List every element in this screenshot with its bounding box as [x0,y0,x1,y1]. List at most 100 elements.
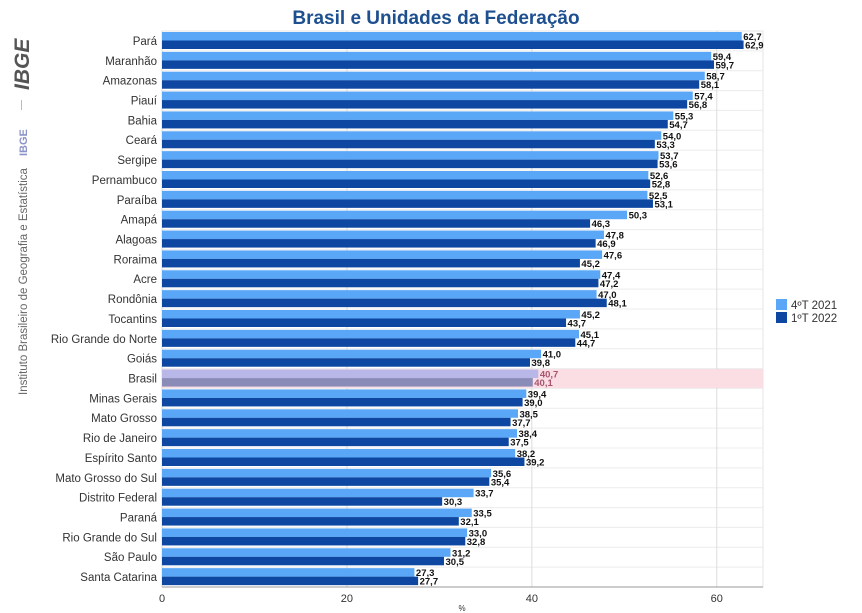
bar [162,437,509,447]
bar [162,298,607,308]
data-label: 47,0 [598,290,617,301]
category-label: Espírito Santo [85,453,157,465]
bar [162,199,653,208]
bar [162,290,597,299]
data-label: 45,2 [581,310,600,321]
data-label: 33,7 [475,489,494,500]
data-label: 43,7 [568,319,587,330]
data-label: 31,2 [452,548,471,559]
category-label: Paraná [120,513,158,525]
data-label: 45,2 [581,259,600,270]
data-label: 52,8 [652,180,671,191]
data-label: 37,5 [510,438,529,449]
data-label: 52,6 [650,171,669,182]
bar [162,119,668,129]
category-label: Mato Grosso do Sul [55,473,157,485]
data-label: 47,2 [600,279,619,290]
legend-swatch [776,299,787,310]
bar [162,397,523,407]
bar [162,417,511,427]
data-label: 54,7 [669,120,688,131]
bars: 62,762,9 59,459,758,758,157,456,855,354,7… [162,32,764,588]
data-label: 54,0 [663,131,682,142]
category-label: Ceará [126,135,158,147]
chart-title: Brasil e Unidades da Federação [292,8,579,29]
bar [162,179,651,188]
bar [162,230,604,240]
institution-text: Instituto Brasileiro de Geografia e Esta… [18,167,30,395]
data-label: 35,6 [493,469,512,480]
data-label: 59,7 [715,60,734,71]
data-label: 45,1 [581,330,600,341]
category-labels: Pará Maranhão Amazonas Piauí Bahia Ceará Sergi… [51,36,158,584]
bar [162,429,518,438]
bar [162,389,527,398]
data-label: 47,8 [605,231,624,242]
bar [162,210,628,220]
category-label: Brasil [128,374,157,386]
data-label: 44,7 [577,338,596,349]
data-label: 62,9 [745,41,764,52]
data-label: 27,7 [420,577,439,588]
data-label: 40,7 [540,370,559,381]
bar [162,517,459,526]
ibge-logo-text: IBGE [11,38,34,90]
bar [162,219,591,228]
bar [162,171,649,180]
category-label: Tocantins [108,314,157,326]
bar [162,40,744,49]
category-label: Maranhão [105,56,157,68]
category-label: Pernambuco [92,175,157,187]
legend-label: 4ºT 2021 [791,300,837,312]
x-tick-label: 60 [711,593,723,605]
bar [162,568,415,577]
category-label: Acre [133,274,157,286]
bar [162,497,443,506]
x-tick-label: 20 [341,593,353,605]
category-label: Rio de Janeiro [83,433,157,445]
bar [162,457,525,466]
bar [162,576,419,586]
bar [162,139,655,149]
chart-grid [161,30,764,588]
category-label: Goiás [127,354,157,366]
data-label: 38,2 [517,449,536,460]
category-label: Santa Catarina [80,572,157,584]
bar [162,310,580,319]
category-label: Amazonas [103,76,158,88]
data-label: 47,4 [602,270,621,281]
bar [162,60,714,69]
data-label: 32,8 [467,537,486,548]
bar [162,468,492,478]
data-label: 30,5 [446,557,465,568]
category-label: Sergipe [117,155,157,167]
bar [162,51,712,61]
bar [162,258,580,268]
data-label: 58,1 [701,80,720,91]
bar [162,449,516,458]
bar [162,100,688,109]
legend-label: 1ºT 2022 [791,313,837,325]
bar [162,111,674,120]
sidebar-divider [21,100,22,110]
bar [162,349,542,359]
data-label: 41,0 [543,350,562,361]
bar [162,338,576,347]
ibge-short-name: IBGE [18,129,30,156]
data-label: 55,3 [675,111,694,122]
category-label: Mato Grosso [91,413,157,425]
data-label: 53,3 [656,140,675,151]
data-label: 46,3 [592,219,611,230]
bar [162,159,658,169]
data-label: 53,1 [654,199,673,210]
data-label: 62,7 [743,32,762,43]
bar [162,318,567,327]
bar [162,378,533,387]
x-tick-label: 0 [159,593,165,605]
bar [162,556,445,566]
category-label: Rio Grande do Norte [51,334,157,346]
data-label: 50,3 [629,211,648,222]
data-label: 38,4 [519,429,538,440]
